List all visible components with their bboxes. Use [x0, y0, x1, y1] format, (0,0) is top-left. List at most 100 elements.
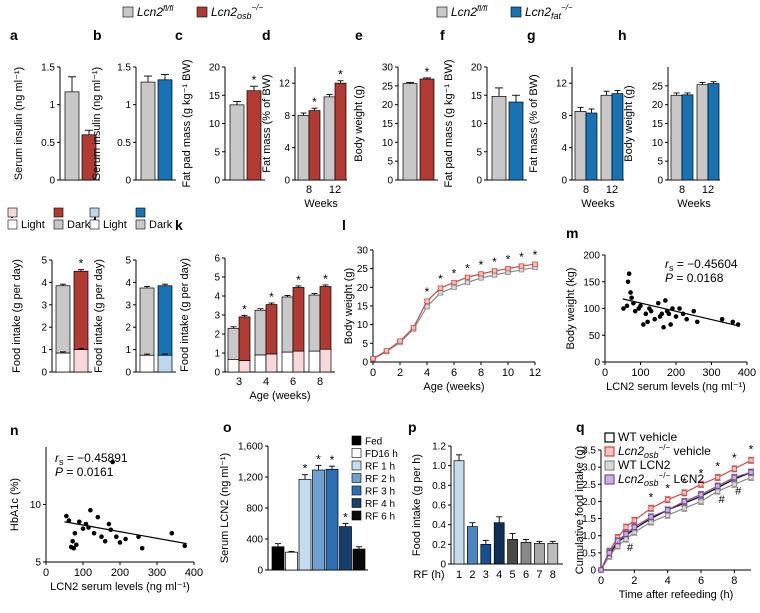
y-tick-label: 8	[284, 111, 290, 122]
data-point	[478, 271, 484, 277]
data-point	[606, 550, 612, 556]
significance-star: *	[699, 466, 704, 480]
legend-label: Fed	[365, 437, 382, 448]
x-tick-label: 300	[702, 367, 720, 379]
bar-dark	[73, 270, 89, 350]
legend-light-label: Light	[103, 219, 127, 231]
y-tick-label: 15	[357, 302, 369, 313]
data-point	[661, 324, 666, 330]
legend-swatch-light-ctrl	[7, 219, 18, 230]
data-point	[673, 314, 679, 319]
data-point	[623, 531, 629, 537]
bar	[402, 83, 418, 181]
bar	[491, 96, 507, 181]
y-axis-label: Body weight (kg)	[565, 268, 577, 350]
data-point	[629, 295, 634, 301]
significance-star: *	[312, 95, 317, 109]
panel-b: b 0 0.5 1 1.5 Serum insulin (ng ml⁻¹)	[91, 27, 176, 187]
data-point	[518, 263, 525, 269]
data-point	[665, 507, 671, 513]
bar	[325, 468, 339, 571]
y-tick-label: 3.0	[582, 463, 596, 474]
x-tick-label: 12	[606, 184, 618, 196]
data-point	[397, 338, 403, 344]
data-point	[451, 279, 457, 286]
panels: a 0 0.5 1 1.5 Serum insulin (ng ml⁻¹) b 0 0.5 1 1.…	[7, 27, 756, 601]
panel-label: p	[408, 419, 417, 435]
x-tick-label: 3	[236, 376, 242, 388]
y-axis-label: Body weight (g)	[623, 85, 635, 161]
bar-light	[319, 348, 332, 373]
bar-light	[281, 351, 294, 373]
x-tick-label: 7	[536, 569, 542, 581]
y-tick-label: 20	[382, 100, 394, 111]
data-point	[74, 542, 79, 548]
bar-light	[292, 350, 305, 373]
y-tick-label: 10	[30, 500, 42, 511]
data-point	[719, 316, 725, 322]
x-tick-label: 4	[496, 569, 502, 581]
data-point	[621, 306, 626, 311]
data-point	[464, 279, 471, 286]
data-point	[626, 271, 632, 277]
bar	[520, 542, 532, 565]
data-point	[643, 311, 649, 317]
y-axis-label: Fat pad mass (g kg⁻¹ BW)	[443, 59, 455, 187]
x-tick-label: 10	[502, 367, 514, 379]
bar	[246, 90, 262, 181]
y-tick-label: 6	[214, 254, 220, 265]
bar-light	[227, 359, 240, 373]
data-point	[72, 530, 78, 536]
legend-swatch-dark-ctrl	[53, 219, 64, 230]
x-tick-label: 200	[111, 567, 129, 579]
data-point	[715, 483, 721, 489]
x-axis-label: LCN2 serum levels (ng ml⁻¹)	[606, 381, 746, 393]
x-axis-label: Time after refeeding (h)	[619, 589, 734, 601]
x-tick-label: 200	[667, 367, 685, 379]
legend-swatch	[604, 460, 615, 471]
bar	[297, 115, 310, 181]
legend-swatch	[351, 473, 362, 483]
bar	[453, 460, 465, 565]
y-tick-label: 2	[125, 323, 131, 334]
legend-label: RF 3 h	[365, 487, 395, 498]
data-point	[464, 274, 471, 280]
y-tick-label: 0	[49, 176, 55, 187]
legend-label: RF 4 h	[365, 499, 395, 510]
y-tick-label: 400	[246, 535, 263, 546]
x-tick-label: 12	[529, 367, 541, 379]
bar	[574, 111, 587, 181]
bar-light	[139, 354, 155, 373]
panel-label: h	[618, 27, 627, 43]
y-tick-label: 5	[362, 339, 368, 350]
significance-star: *	[296, 273, 301, 287]
panel-label: a	[10, 27, 18, 43]
bar-light	[308, 350, 321, 373]
legend-label: RF 2 h	[365, 474, 395, 485]
y-tick-label: 15	[382, 119, 394, 130]
legend-label: RF 1 h	[365, 462, 395, 473]
y-tick-label: 1.0	[432, 461, 446, 472]
x-tick-label: 3	[483, 569, 489, 581]
significance-star: *	[749, 442, 754, 456]
x-tick-label: 2	[469, 569, 475, 581]
panel-k: k 0 1 2 3 4 5 6 Food intake (g per day) 3 * 4 * 6 * 8 * A…	[175, 217, 335, 402]
x-tick-label: 6	[698, 575, 704, 587]
data-point	[681, 505, 687, 511]
y-tick-label: 1	[41, 345, 47, 356]
legend-label-control: Lcn2fl/fl	[137, 4, 173, 19]
y-tick-label: 1.5	[117, 63, 131, 74]
bar	[334, 82, 347, 181]
y-tick-label: 15	[652, 119, 664, 130]
data-point	[698, 491, 704, 498]
data-point	[652, 316, 657, 322]
bar-light	[254, 354, 267, 373]
x-tick-label: 2	[397, 367, 403, 379]
y-tick-label: 5	[214, 273, 220, 284]
bar	[611, 93, 624, 181]
legend-label-knockout: Lcn2osb−/−	[211, 3, 263, 21]
legend-swatch	[604, 446, 615, 457]
x-tick-label: 8	[306, 184, 312, 196]
y-tick-label: 3	[41, 300, 47, 311]
